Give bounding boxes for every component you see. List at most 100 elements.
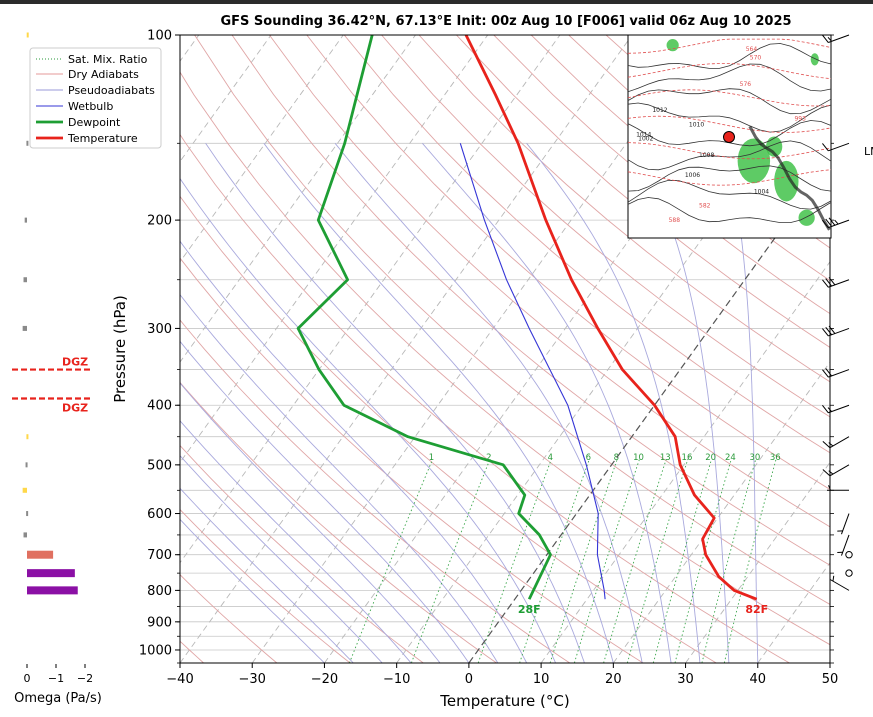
- series-line-wetbulb: [459, 143, 606, 600]
- y-tick-label: 700: [147, 548, 172, 563]
- map-contour-label: 1008: [699, 152, 714, 159]
- wind-barb: [822, 464, 850, 477]
- isobar: [627, 102, 832, 133]
- map-contour-label: 588: [669, 217, 681, 224]
- map-contour-label: 1004: [754, 188, 769, 195]
- x-tick-label: −40: [166, 672, 193, 687]
- barb-half-flag: [837, 530, 843, 532]
- x-tick-label: −30: [239, 672, 266, 687]
- dry-adiabat: [180, 508, 351, 663]
- isobar: [627, 197, 832, 223]
- height-contour: [627, 89, 832, 107]
- x-tick-label: 30: [677, 672, 694, 687]
- isotherm: [829, 662, 830, 663]
- barb-staff: [828, 404, 850, 414]
- sounding-profiles: [296, 35, 758, 601]
- mixing-ratio-labels: 1 2 4 6 8 10 13 16 20 24 30 36: [429, 453, 781, 463]
- isotherm: [180, 35, 416, 363]
- barb-side-label: LM: [864, 145, 873, 158]
- omega-bar: [27, 550, 54, 559]
- calm-wind-circle: [845, 551, 853, 559]
- pseudoadiabats: [180, 143, 759, 663]
- pseudoadiabat: [725, 143, 759, 663]
- precip-area: [810, 53, 819, 66]
- y-tick-label: 400: [147, 399, 172, 414]
- y-tick-label: 100: [147, 29, 172, 44]
- dry-adiabat: [418, 35, 830, 383]
- omega-tick-label: 0: [24, 672, 31, 685]
- barb-flag: [822, 219, 829, 228]
- wind-barb: [829, 575, 850, 591]
- isotherm: [180, 35, 272, 163]
- barb-half-flag: [834, 219, 839, 225]
- barb-half-flag: [827, 407, 832, 412]
- mixing-ratio-label: 16: [682, 453, 693, 463]
- map-contour-label: 1014: [636, 132, 651, 139]
- omega-bar: [24, 217, 27, 223]
- wind-barb: [822, 277, 850, 288]
- omega-bar: [25, 462, 28, 468]
- x-axis-title: Temperature (°C): [439, 692, 569, 710]
- barb-flag: [828, 325, 836, 334]
- barb-staff: [828, 34, 850, 43]
- map-contour-label: 582: [699, 203, 711, 210]
- map-contour-label: 1006: [685, 172, 700, 179]
- barb-staff: [841, 534, 850, 556]
- x-tick-label: −20: [311, 672, 338, 687]
- barb-flag: [828, 277, 836, 286]
- mixing-ratio-line: [410, 459, 491, 663]
- map-contour-label: 570: [750, 54, 762, 61]
- barb-flag: [822, 441, 831, 449]
- dry-adiabat: [180, 444, 424, 663]
- pseudoadiabat: [180, 340, 470, 663]
- isotherm: [180, 35, 561, 564]
- barb-flag: [825, 218, 833, 227]
- mixing-ratio-label: 36: [770, 453, 781, 463]
- zero-isotherm: [468, 160, 830, 663]
- mixing-ratio-label: 6: [586, 453, 591, 463]
- y-axis: 100 200 300 400 500 600 700 800 900 1000: [139, 29, 180, 658]
- wind-barb: [822, 34, 850, 43]
- surface-label-temperature: 82F: [745, 603, 768, 616]
- pseudoadiabat: [180, 420, 412, 663]
- series-line-temperature: [464, 35, 758, 601]
- y-tick-label: 900: [147, 615, 172, 630]
- wind-barb: [822, 325, 850, 337]
- omega-bar: [23, 532, 27, 538]
- mixing-ratio-line: [348, 459, 434, 663]
- isobar: [627, 179, 832, 210]
- pseudoadiabat: [526, 143, 701, 663]
- dry-adiabat: [493, 35, 830, 315]
- isotherm: [180, 35, 344, 263]
- barb-staff: [829, 578, 850, 591]
- wind-barb: [827, 485, 849, 491]
- dry-adiabat: [306, 35, 830, 490]
- barb-half-flag: [828, 442, 834, 447]
- y-tick-label: 500: [147, 458, 172, 473]
- barb-half-flag: [828, 470, 834, 475]
- map-contour-label: 993: [794, 115, 806, 122]
- dgz-label: DGZ: [62, 401, 88, 414]
- barb-flag: [822, 405, 829, 414]
- x-tick-label: 0: [465, 672, 473, 687]
- dry-adiabat: [180, 195, 717, 663]
- barb-half-flag: [828, 485, 831, 491]
- height-contour: [627, 38, 832, 54]
- barb-half-flag: [827, 36, 832, 42]
- dry-adiabat: [381, 35, 830, 418]
- x-tick-label: 50: [822, 672, 839, 687]
- height-contour: [627, 142, 832, 160]
- legend-label-dry: Dry Adiabats: [68, 68, 139, 81]
- omega-bar: [26, 511, 29, 517]
- x-tick-label: 10: [533, 672, 550, 687]
- barb-half-flag: [837, 551, 843, 553]
- barb-flag: [822, 469, 831, 477]
- x-tick-label: −10: [383, 672, 410, 687]
- zero-isotherm-line: [468, 160, 830, 663]
- wind-barb: [822, 404, 850, 414]
- surface-label-dewpoint: 28F: [518, 603, 541, 616]
- barb-staff: [829, 464, 850, 477]
- y-axis-title: Pressure (hPa): [111, 295, 129, 403]
